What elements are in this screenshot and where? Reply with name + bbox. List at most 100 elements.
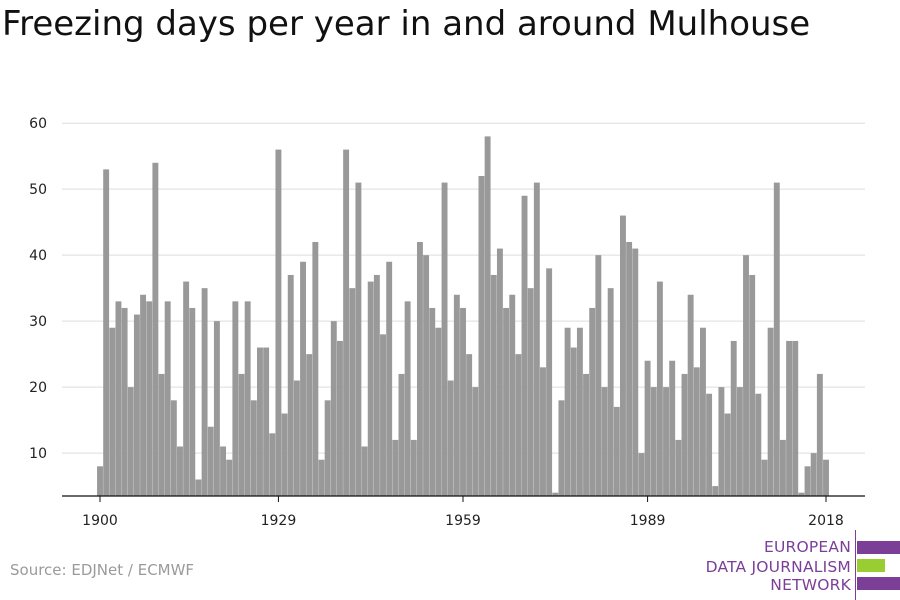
- x-tick-label: 1900: [82, 513, 118, 529]
- bar-1933: [300, 261, 306, 496]
- bar-1908: [146, 301, 153, 496]
- bar-1985: [620, 215, 626, 496]
- bar-2015: [804, 466, 811, 496]
- bar-1979: [583, 373, 590, 496]
- edjnet-logo: EUROPEAN DATA JOURNALISM NETWORK: [700, 530, 900, 600]
- bar-2009: [767, 327, 774, 496]
- bar-1990: [650, 387, 657, 496]
- bar-1998: [700, 327, 706, 496]
- bar-1926: [257, 347, 263, 496]
- bar-1996: [687, 294, 694, 496]
- bar-1959: [460, 307, 466, 496]
- bar-1927: [263, 347, 270, 496]
- bar-2014: [798, 492, 805, 496]
- bar-1939: [337, 340, 343, 496]
- bar-2013: [792, 340, 799, 496]
- bar-2001: [718, 387, 725, 496]
- y-tick-label: 60: [29, 116, 47, 132]
- x-axis: 1900 1929 1959 1989 2018: [62, 495, 865, 529]
- bar-1907: [140, 294, 147, 496]
- x-tick-label: 1959: [445, 513, 481, 529]
- bar-1943: [361, 446, 368, 496]
- bar-1972: [540, 367, 546, 496]
- bar-1903: [115, 301, 122, 496]
- bar-1954: [429, 307, 436, 496]
- bar-1967: [509, 294, 516, 496]
- bar-1924: [244, 301, 251, 496]
- bar-1919: [213, 321, 220, 496]
- bar-2005: [743, 255, 749, 496]
- bar-1928: [269, 433, 276, 496]
- bar-1913: [177, 446, 183, 496]
- logo-bar-bottom: [857, 577, 900, 590]
- bar-1955: [435, 327, 442, 496]
- bar-1904: [121, 307, 128, 496]
- bar-2016: [810, 453, 817, 496]
- bar-1946: [380, 334, 386, 496]
- bar-1976: [564, 327, 571, 496]
- bar-2010: [773, 182, 780, 496]
- bar-1901: [103, 169, 110, 496]
- bar-1922: [232, 301, 239, 496]
- bar-1937: [324, 400, 331, 496]
- bar-1968: [515, 354, 522, 496]
- y-tick-label: 30: [29, 314, 47, 330]
- bar-1949: [398, 373, 405, 496]
- bar-1914: [183, 281, 190, 496]
- bar-1916: [195, 479, 202, 496]
- bar-1997: [693, 367, 700, 496]
- bar-1900: [97, 466, 103, 496]
- bar-2007: [755, 393, 762, 496]
- bar-2000: [712, 486, 719, 496]
- bar-1987: [632, 248, 639, 496]
- bar-2018: [823, 459, 829, 496]
- bar-1956: [441, 182, 448, 496]
- bar-1994: [675, 439, 682, 496]
- bar-1971: [533, 182, 540, 496]
- bar-1999: [706, 393, 713, 496]
- bar-1921: [226, 459, 233, 496]
- bar-1905: [127, 387, 134, 496]
- bar-1948: [392, 439, 399, 496]
- bar-1962: [478, 175, 485, 497]
- bar-1950: [404, 301, 411, 496]
- bar-1934: [306, 354, 313, 496]
- bar-1944: [367, 281, 374, 496]
- bar-1918: [207, 426, 214, 496]
- logo-line-3: NETWORK: [770, 576, 851, 594]
- logo-divider: [855, 530, 856, 600]
- bar-1936: [318, 459, 325, 496]
- source-note: Source: EDJNet / ECMWF: [10, 561, 195, 579]
- bar-2006: [749, 274, 756, 496]
- bar-1951: [410, 439, 417, 496]
- bar-2008: [761, 459, 768, 496]
- x-tick-label: 1929: [261, 513, 297, 529]
- bar-1973: [546, 268, 553, 496]
- bar-1978: [576, 327, 583, 496]
- y-tick-label: 10: [29, 446, 47, 462]
- logo-bar-middle: [857, 559, 885, 572]
- bar-1981: [595, 255, 602, 496]
- bar-2011: [779, 439, 786, 496]
- x-tick-label: 1989: [630, 513, 666, 529]
- bar-1988: [638, 453, 645, 496]
- bar-1920: [220, 446, 227, 496]
- x-tick-label: 2018: [808, 513, 844, 529]
- bar-1963: [484, 136, 491, 496]
- bar-1964: [490, 274, 497, 496]
- bar-1902: [109, 327, 116, 496]
- bar-1961: [472, 387, 479, 496]
- bar-1910: [158, 373, 165, 496]
- bar-1993: [669, 360, 676, 496]
- bar-1966: [503, 307, 510, 496]
- bar-1923: [238, 373, 245, 496]
- bar-1977: [570, 347, 577, 496]
- y-tick-label: 50: [29, 182, 47, 198]
- bar-1960: [466, 354, 473, 496]
- chart-title: Freezing days per year in and around Mul…: [2, 4, 811, 44]
- bar-2002: [724, 413, 731, 496]
- y-tick-label: 40: [29, 248, 47, 264]
- bar-1929: [275, 149, 282, 496]
- bar-1958: [453, 294, 460, 496]
- bar-1992: [663, 387, 669, 496]
